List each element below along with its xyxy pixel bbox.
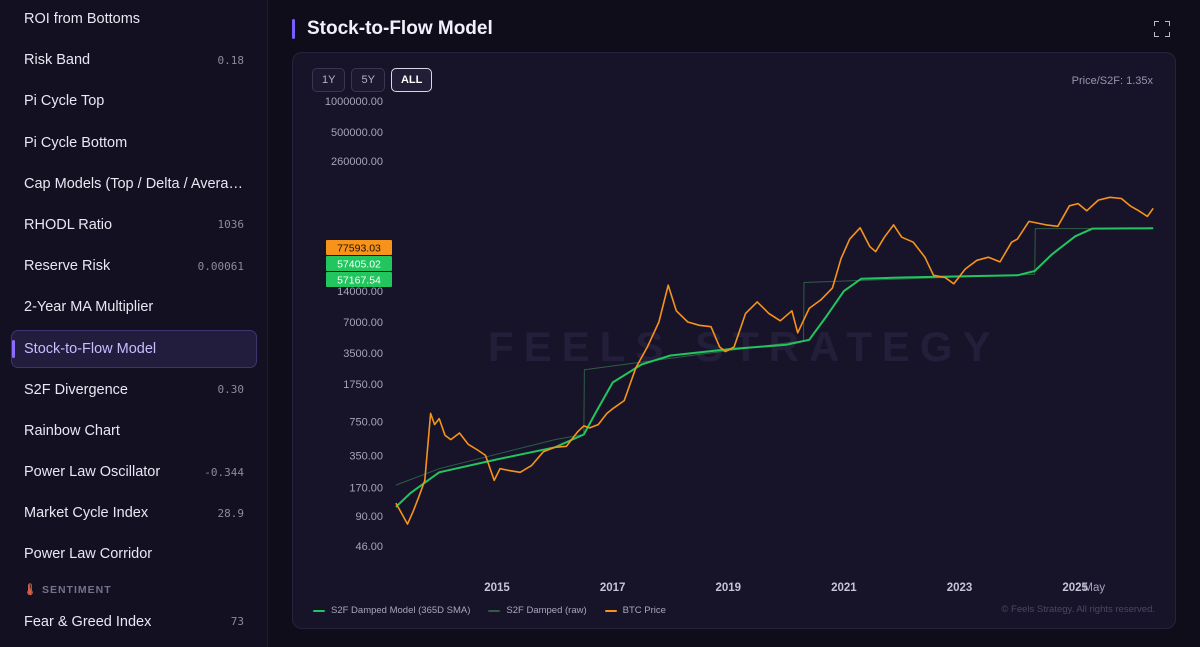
last-value-tag — [326, 272, 392, 287]
series-line-s2f-damped-model-365d-sma — [395, 227, 1154, 508]
legend-swatch — [604, 609, 617, 612]
y-tick-label: 260000.00 — [331, 156, 383, 168]
sidebar-item-power-law-oscillator[interactable]: Power Law Oscillator -0.344 — [11, 453, 257, 491]
sidebar-item-label: Stock-to-Flow Model — [24, 340, 157, 357]
sidebar-item-label: Risk Band — [24, 52, 91, 69]
y-tick-label: 170.00 — [349, 483, 383, 495]
sidebar-item-value: -0.344 — [204, 465, 244, 479]
y-tick-label: 1000000.00 — [325, 96, 383, 108]
sidebar-item-stock-to-flow-model[interactable]: Stock-to-Flow Model — [11, 329, 257, 368]
page-header: Stock-to-Flow Model — [292, 0, 1178, 52]
x-tick-label: 2017 — [600, 582, 626, 594]
sidebar-item-label: 2-Year MA Multiplier — [24, 299, 154, 316]
range-button-1y[interactable]: 1Y — [312, 68, 346, 92]
y-tick-label: 750.00 — [349, 417, 383, 429]
chart-legend: S2F Damped Model (365D SMA) S2F Damped (r… — [313, 605, 666, 616]
x-tick-label: 2021 — [831, 582, 857, 594]
last-value-tag — [326, 240, 392, 255]
legend-swatch — [313, 609, 325, 612]
title-accent-bar — [292, 19, 295, 39]
x-tick-label: 2019 — [716, 582, 742, 594]
sidebar-item-label: Power Law Corridor — [24, 546, 153, 563]
sidebar-item-power-law-corridor[interactable]: Power Law Corridor — [11, 535, 257, 573]
sidebar-item-fear-greed-index[interactable]: Fear & Greed Index 73 — [11, 603, 257, 641]
copyright: © Feels Strategy. All rights reserved. — [1001, 604, 1155, 615]
series-line-s2f-damped-raw — [395, 228, 1154, 486]
y-tick-label: 14000.00 — [337, 286, 383, 298]
sidebar-item-market-cycle-index[interactable]: Market Cycle Index 28.9 — [11, 494, 257, 532]
sidebar-item-label: Fear & Greed Index — [24, 613, 152, 630]
series-line-btc-price — [395, 196, 1154, 525]
sidebar-item-s2f-divergence[interactable]: S2F Divergence 0.30 — [11, 371, 257, 409]
sidebar-item-roi-from-bottoms[interactable]: ROI from Bottoms — [11, 0, 257, 38]
sidebar-item-label: Reserve Risk — [24, 258, 111, 275]
sidebar-item-value: 0.18 — [217, 53, 245, 67]
last-value-tag-label: 57405.02 — [337, 259, 381, 271]
y-tick-label: 500000.00 — [331, 127, 383, 139]
y-tick-label: 1750.00 — [343, 379, 383, 391]
x-tick-label: 2023 — [947, 582, 973, 594]
chart-card: FEELS STRATEGY 1000000.00 500000.00 260000… — [292, 52, 1176, 629]
x-tick-label: May — [1083, 582, 1105, 594]
sidebar-sentiment-items: Fear & Greed Index 73 — [11, 603, 257, 641]
price-s2f-ratio: Price/S2F: 1.35x — [1071, 75, 1153, 87]
s2f-chart[interactable]: 1000000.00500000.00260000.0028000.001400… — [293, 53, 1177, 630]
x-tick-label: 2025 — [1062, 582, 1088, 594]
main-panel: Stock-to-Flow Model FEELS STRATEGY 10000… — [268, 0, 1200, 647]
sidebar-item-pi-cycle-bottom[interactable]: Pi Cycle Bottom — [11, 124, 257, 162]
range-button-all[interactable]: ALL — [390, 68, 433, 92]
legend-label: S2F Damped Model (365D SMA) — [331, 605, 471, 616]
sidebar-item-label: ROI from Bottoms — [24, 11, 141, 27]
title-wrap: Stock-to-Flow Model — [292, 18, 493, 40]
sidebar-item-label: Pi Cycle Top — [24, 93, 105, 110]
legend-item-s2f-damped-model-365d-sma[interactable]: S2F Damped Model (365D SMA) — [313, 605, 470, 616]
y-tick-label: 350.00 — [349, 450, 383, 462]
sidebar-item-label: Power Law Oscillator — [24, 464, 161, 481]
sidebar-item-reserve-risk[interactable]: Reserve Risk 0.00061 — [11, 247, 257, 285]
last-value-tag — [326, 256, 392, 271]
sidebar-item-pi-cycle-top[interactable]: Pi Cycle Top — [11, 82, 257, 120]
y-tick-label: 7000.00 — [343, 317, 383, 329]
sidebar-section-sentiment: 🌡 SENTIMENT — [11, 577, 257, 603]
sidebar-item-2-year-ma-multiplier[interactable]: 2-Year MA Multiplier — [11, 288, 257, 326]
sidebar-item-rainbow-chart[interactable]: Rainbow Chart — [11, 412, 257, 450]
legend-label: S2F Damped (raw) — [506, 605, 587, 616]
last-value-tag-label: 77593.03 — [337, 243, 381, 255]
sidebar-item-cap-models-top-delta-averag[interactable]: Cap Models (Top / Delta / Averag... — [11, 165, 257, 203]
sidebar-item-value: 1036 — [217, 218, 245, 232]
y-tick-label: 3500.00 — [343, 348, 383, 360]
sidebar-item-label: Rainbow Chart — [24, 422, 120, 439]
sidebar-item-label: Cap Models (Top / Delta / Averag... — [24, 175, 244, 192]
legend-label: BTC Price — [622, 605, 666, 616]
legend-item-btc-price[interactable]: BTC Price — [604, 605, 666, 616]
y-tick-label: 46.00 — [355, 541, 383, 553]
sidebar-item-value: 0.30 — [217, 383, 245, 397]
sidebar-item-risk-band[interactable]: Risk Band 0.18 — [11, 41, 257, 79]
sidebar-section-label: SENTIMENT — [41, 583, 112, 596]
sidebar-item-label: Market Cycle Index — [24, 505, 149, 522]
legend-item-s2f-damped-raw[interactable]: S2F Damped (raw) — [488, 605, 587, 616]
thermometer-icon: 🌡 — [23, 584, 38, 597]
sidebar-item-value: 28.9 — [217, 506, 245, 520]
range-button-5y[interactable]: 5Y — [351, 68, 385, 92]
sidebar: ROI from Bottoms Risk Band 0.18 Pi Cycle To… — [0, 0, 268, 647]
sidebar-items: ROI from Bottoms Risk Band 0.18 Pi Cycle To… — [11, 0, 257, 573]
expand-icon[interactable] — [1154, 21, 1170, 37]
sidebar-item-label: Pi Cycle Bottom — [24, 134, 128, 151]
last-value-tag-label: 57167.54 — [337, 275, 381, 287]
page-title: Stock-to-Flow Model — [307, 18, 493, 39]
sidebar-item-value: 0.00061 — [197, 259, 244, 273]
sidebar-item-value: 73 — [230, 615, 244, 629]
sidebar-item-label: RHODL Ratio — [24, 216, 113, 233]
sidebar-item-label: S2F Divergence — [24, 381, 128, 398]
sidebar-item-rhodl-ratio[interactable]: RHODL Ratio 1036 — [11, 206, 257, 244]
legend-swatch — [488, 609, 501, 612]
x-tick-label: 2015 — [484, 582, 510, 594]
range-selector: 1Y 5Y ALL — [312, 68, 433, 92]
y-tick-label: 90.00 — [355, 511, 383, 523]
